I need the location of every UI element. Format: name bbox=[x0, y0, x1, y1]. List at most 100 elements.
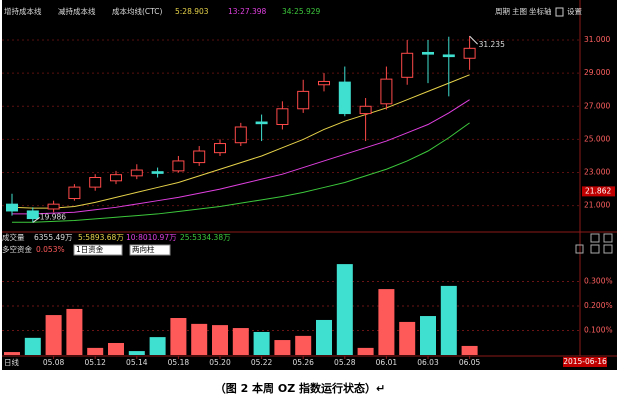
fund-bar bbox=[420, 316, 436, 355]
candle-body bbox=[130, 169, 143, 177]
fund-bar bbox=[316, 319, 332, 355]
y-tick-label: 0.200% bbox=[584, 301, 613, 310]
candle-body bbox=[89, 177, 102, 188]
fund-bar bbox=[108, 342, 124, 355]
ma-line bbox=[11, 74, 470, 209]
indicator[interactable]: 增持成本线 bbox=[4, 6, 42, 16]
x-tick-label: 05.18 bbox=[168, 358, 190, 367]
y-tick-label: 25.000 bbox=[584, 134, 610, 143]
x-tick-label: 06.01 bbox=[376, 358, 398, 367]
fund-bar bbox=[232, 328, 249, 355]
x-tick-label: 05.22 bbox=[251, 358, 273, 367]
fund-bar bbox=[274, 340, 291, 355]
ma-line bbox=[12, 122, 470, 223]
candle-body bbox=[276, 108, 289, 126]
x-tick-label: 05.20 bbox=[209, 358, 231, 367]
candle-body bbox=[6, 203, 18, 212]
fund-title: 多空资金 bbox=[2, 244, 32, 254]
x-tick-label: 06.03 bbox=[417, 358, 439, 367]
low-pointer bbox=[32, 217, 41, 223]
x-tick-label: 05.26 bbox=[292, 358, 314, 367]
candle-body bbox=[463, 47, 476, 59]
fund-bar bbox=[149, 337, 166, 355]
candle-body bbox=[401, 52, 414, 78]
lock-icon[interactable] bbox=[555, 7, 564, 17]
candle-body bbox=[422, 51, 434, 55]
candle-body bbox=[193, 150, 206, 164]
legend-entry: 34:25.929 bbox=[282, 7, 321, 16]
x-tick-label: 06.05 bbox=[459, 358, 481, 367]
y-tick-label: 21.000 bbox=[584, 201, 610, 210]
x-tick-label: 05.08 bbox=[43, 358, 65, 367]
candle-body bbox=[47, 203, 60, 210]
fund-bar bbox=[253, 331, 270, 355]
candle-body bbox=[338, 81, 351, 115]
candle-body bbox=[110, 174, 122, 182]
fund-bar bbox=[45, 315, 62, 355]
volume-title: 成交量 bbox=[2, 232, 25, 242]
caption: （图 2 本周 OZ 指数运行状态）↵ bbox=[215, 381, 386, 395]
fund-bar bbox=[24, 337, 41, 355]
y-tick-label: 29.000 bbox=[584, 68, 610, 77]
legend-entry: 5:28.903 bbox=[175, 7, 209, 16]
tool[interactable]: 主图 bbox=[512, 6, 527, 16]
candle-body bbox=[151, 171, 164, 174]
candle-body bbox=[68, 186, 81, 200]
fund-bar bbox=[66, 308, 83, 355]
candle-body bbox=[26, 210, 39, 220]
fund-bar bbox=[295, 335, 312, 355]
fund-bar bbox=[191, 323, 208, 355]
tool[interactable]: 坐标轴 bbox=[529, 6, 552, 16]
low-mark: 19.986 bbox=[40, 212, 66, 221]
panel-icon[interactable] bbox=[590, 244, 600, 254]
candle-body bbox=[442, 54, 455, 58]
period[interactable]: 日线 bbox=[4, 357, 19, 367]
volume-item: 6355.49万 bbox=[34, 233, 73, 242]
panel-icon[interactable] bbox=[603, 244, 613, 254]
fund-bar bbox=[378, 289, 395, 355]
indicator[interactable]: 成本均线(CTC) bbox=[112, 6, 163, 16]
chart-background bbox=[2, 0, 617, 370]
volume-item: 5:5893.68万 bbox=[78, 233, 124, 242]
candle-body bbox=[234, 126, 247, 144]
y-tick-label: 0.300% bbox=[584, 277, 613, 286]
tool[interactable]: 设置 bbox=[567, 6, 582, 16]
y-tick-label: 0.100% bbox=[584, 326, 613, 335]
y-tick-label: 27.000 bbox=[584, 101, 610, 110]
fund-bar bbox=[170, 318, 187, 355]
date: 2015-06-16 bbox=[563, 357, 607, 366]
tool[interactable]: 周期 bbox=[495, 7, 510, 16]
x-tick-label: 05.28 bbox=[334, 358, 356, 367]
date-box bbox=[563, 357, 607, 367]
select[interactable] bbox=[73, 244, 123, 256]
select[interactable] bbox=[129, 244, 171, 256]
legend-entry: 13:27.398 bbox=[228, 7, 267, 16]
volume-item: 25:5334.38万 bbox=[180, 233, 231, 242]
candle-body bbox=[318, 80, 330, 86]
last-price-box bbox=[582, 186, 615, 197]
candle-body bbox=[380, 78, 393, 105]
panel-icon[interactable] bbox=[575, 244, 584, 254]
y-tick-label: 31.000 bbox=[584, 35, 610, 44]
candle-body bbox=[255, 121, 268, 125]
high-mark: 31.235 bbox=[479, 40, 505, 49]
panel-icon[interactable] bbox=[590, 233, 600, 243]
candle-body bbox=[297, 90, 310, 110]
candle-body bbox=[172, 160, 185, 172]
indicator[interactable]: 减持成本线 bbox=[58, 6, 96, 16]
high-pointer bbox=[469, 35, 478, 45]
fund-bar bbox=[87, 347, 104, 355]
select-text[interactable]: 两向柱 bbox=[132, 244, 155, 254]
volume-item: 10:8010.97万 bbox=[126, 233, 177, 242]
last-price: 21.862 bbox=[585, 186, 611, 195]
ma-line bbox=[12, 99, 470, 215]
x-tick-label: 05.14 bbox=[126, 358, 148, 367]
fund-bar bbox=[4, 352, 20, 355]
candle-body bbox=[214, 143, 226, 154]
panel-icon[interactable] bbox=[603, 233, 613, 243]
fund-bar bbox=[128, 351, 145, 355]
fund-bar bbox=[461, 345, 478, 355]
select-text[interactable]: 1日资金 bbox=[76, 244, 104, 254]
